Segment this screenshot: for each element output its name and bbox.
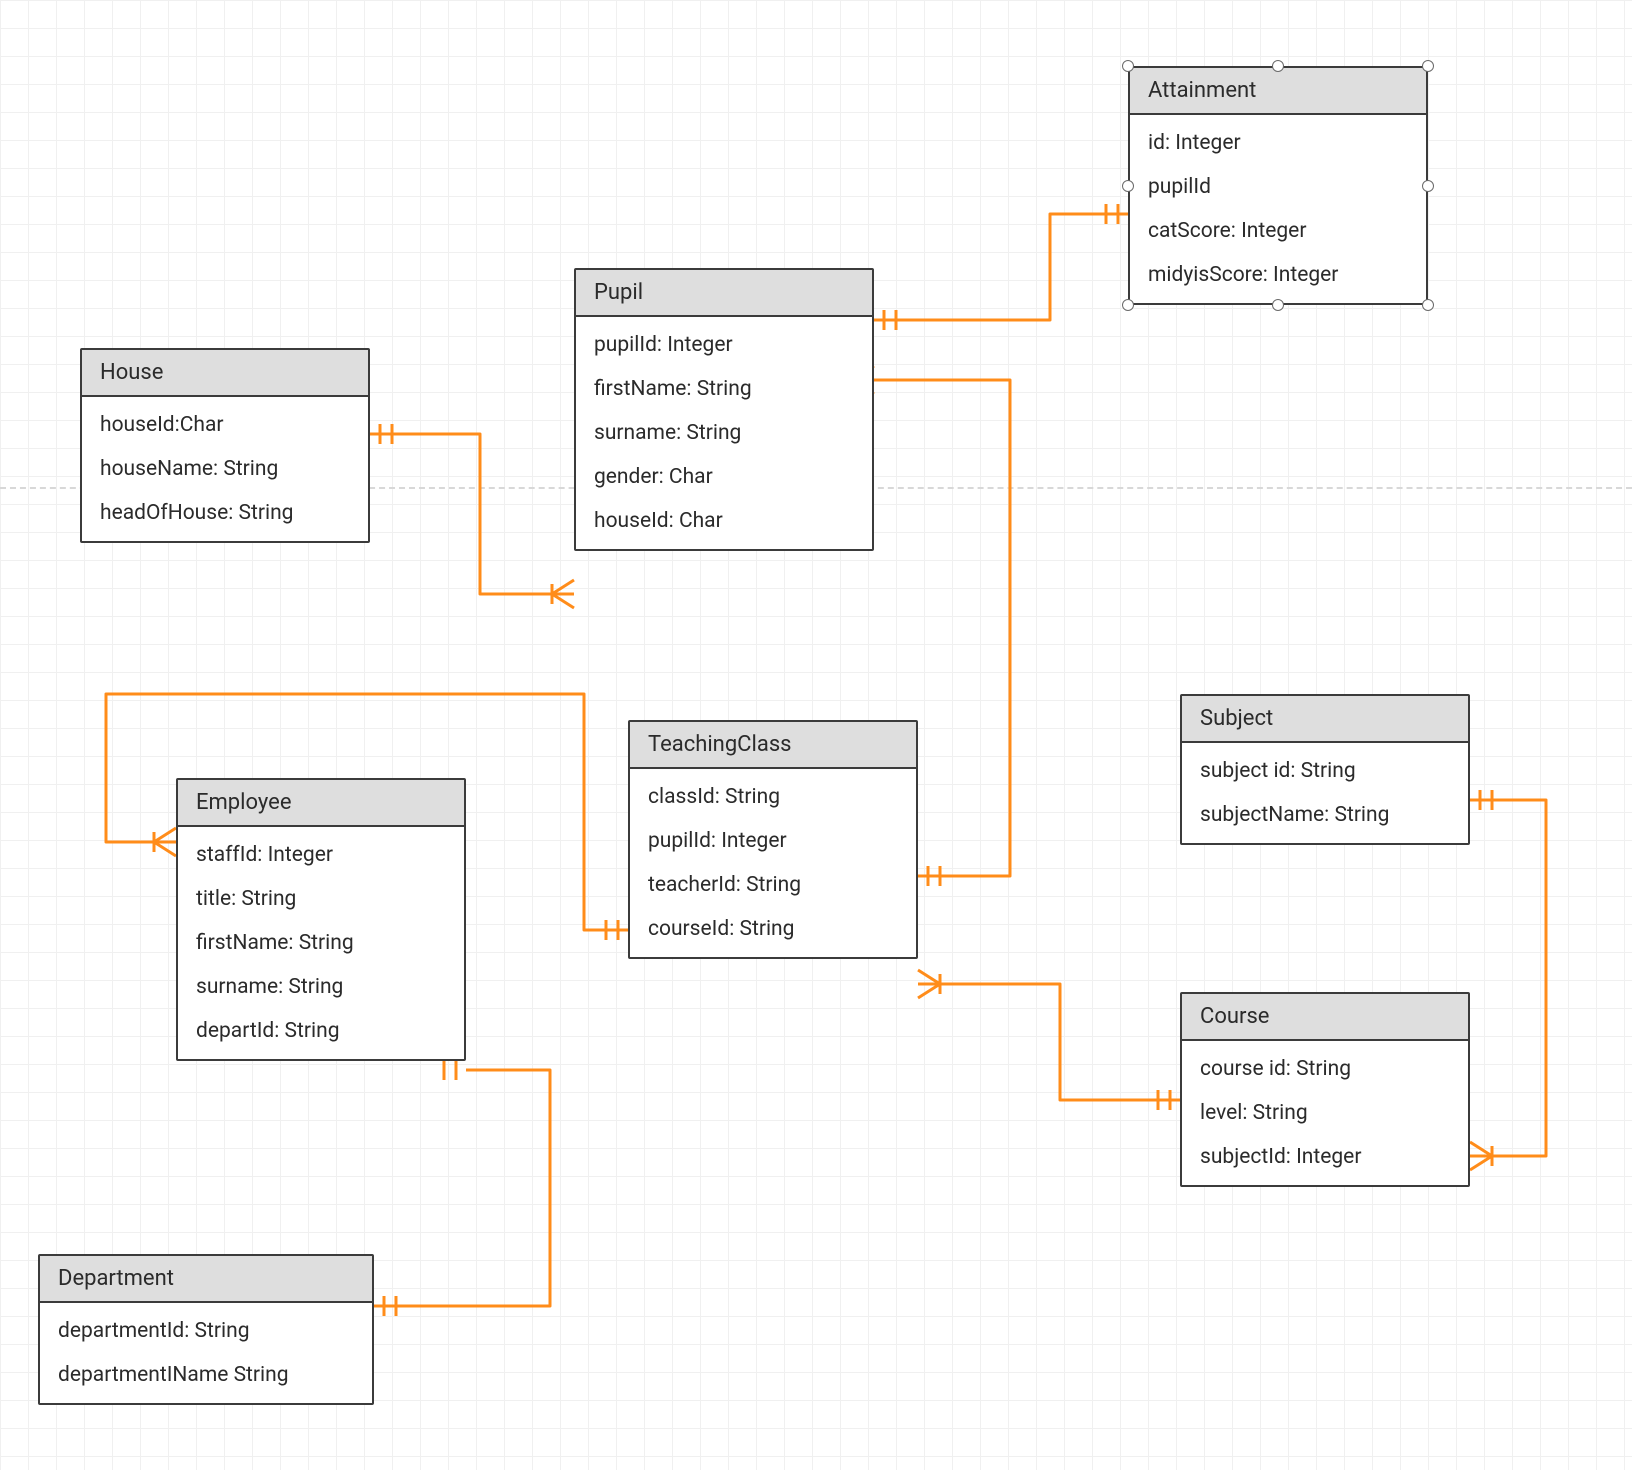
entity-body: pupilId: IntegerfirstName: Stringsurname…: [576, 317, 872, 549]
entity-attr: midyisScore: Integer: [1130, 253, 1426, 297]
entity-attr: classId: String: [630, 775, 916, 819]
selection-handle[interactable]: [1422, 299, 1434, 311]
entity-attr: departmentId: String: [40, 1309, 372, 1353]
entity-teachingclass[interactable]: TeachingClassclassId: StringpupilId: Int…: [628, 720, 918, 959]
entity-attr: surname: String: [178, 965, 464, 1009]
entity-attr: catScore: Integer: [1130, 209, 1426, 253]
entity-title: Department: [40, 1256, 372, 1303]
entity-attr: teacherId: String: [630, 863, 916, 907]
selection-handle[interactable]: [1272, 60, 1284, 72]
entity-attr: pupilId: [1130, 165, 1426, 209]
entity-course[interactable]: Coursecourse id: Stringlevel: Stringsubj…: [1180, 992, 1470, 1187]
entity-employee[interactable]: EmployeestaffId: Integertitle: Stringfir…: [176, 778, 466, 1061]
entity-attr: surname: String: [576, 411, 872, 455]
entity-attr: houseId:Char: [82, 403, 368, 447]
er-canvas[interactable]: HousehouseId:CharhouseName: StringheadOf…: [0, 0, 1632, 1470]
entity-subject[interactable]: Subjectsubject id: StringsubjectName: St…: [1180, 694, 1470, 845]
entity-body: course id: Stringlevel: StringsubjectId:…: [1182, 1041, 1468, 1185]
entity-department[interactable]: DepartmentdepartmentId: Stringdepartment…: [38, 1254, 374, 1405]
entity-attr: subjectName: String: [1182, 793, 1468, 837]
entity-title: Pupil: [576, 270, 872, 317]
entity-attr: departId: String: [178, 1009, 464, 1053]
entity-attr: gender: Char: [576, 455, 872, 499]
selection-handle[interactable]: [1122, 299, 1134, 311]
selection-handle[interactable]: [1122, 180, 1134, 192]
entity-attr: houseId: Char: [576, 499, 872, 543]
entity-attainment[interactable]: Attainmentid: IntegerpupilIdcatScore: In…: [1128, 66, 1428, 305]
entity-body: departmentId: StringdepartmentIName Stri…: [40, 1303, 372, 1403]
entity-attr: subjectId: Integer: [1182, 1135, 1468, 1179]
entity-title: Subject: [1182, 696, 1468, 743]
selection-handle[interactable]: [1422, 180, 1434, 192]
entity-attr: houseName: String: [82, 447, 368, 491]
selection-handle[interactable]: [1122, 60, 1134, 72]
entity-attr: staffId: Integer: [178, 833, 464, 877]
selection-handle[interactable]: [1422, 60, 1434, 72]
entity-title: Course: [1182, 994, 1468, 1041]
entity-title: Attainment: [1130, 68, 1426, 115]
entity-body: id: IntegerpupilIdcatScore: Integermidyi…: [1130, 115, 1426, 303]
entity-body: subject id: StringsubjectName: String: [1182, 743, 1468, 843]
entity-body: classId: StringpupilId: IntegerteacherId…: [630, 769, 916, 957]
entity-attr: title: String: [178, 877, 464, 921]
entity-title: Employee: [178, 780, 464, 827]
entity-attr: departmentIName String: [40, 1353, 372, 1397]
entity-attr: pupilId: Integer: [630, 819, 916, 863]
entity-attr: headOfHouse: String: [82, 491, 368, 535]
selection-handle[interactable]: [1272, 299, 1284, 311]
entity-attr: level: String: [1182, 1091, 1468, 1135]
entity-body: staffId: Integertitle: StringfirstName: …: [178, 827, 464, 1059]
entity-house[interactable]: HousehouseId:CharhouseName: StringheadOf…: [80, 348, 370, 543]
entity-attr: course id: String: [1182, 1047, 1468, 1091]
entity-attr: firstName: String: [178, 921, 464, 965]
entity-title: House: [82, 350, 368, 397]
entity-attr: pupilId: Integer: [576, 323, 872, 367]
entity-attr: subject id: String: [1182, 749, 1468, 793]
entity-attr: firstName: String: [576, 367, 872, 411]
entity-attr: courseId: String: [630, 907, 916, 951]
entity-attr: id: Integer: [1130, 121, 1426, 165]
entity-body: houseId:CharhouseName: StringheadOfHouse…: [82, 397, 368, 541]
entity-pupil[interactable]: PupilpupilId: IntegerfirstName: Stringsu…: [574, 268, 874, 551]
entity-title: TeachingClass: [630, 722, 916, 769]
